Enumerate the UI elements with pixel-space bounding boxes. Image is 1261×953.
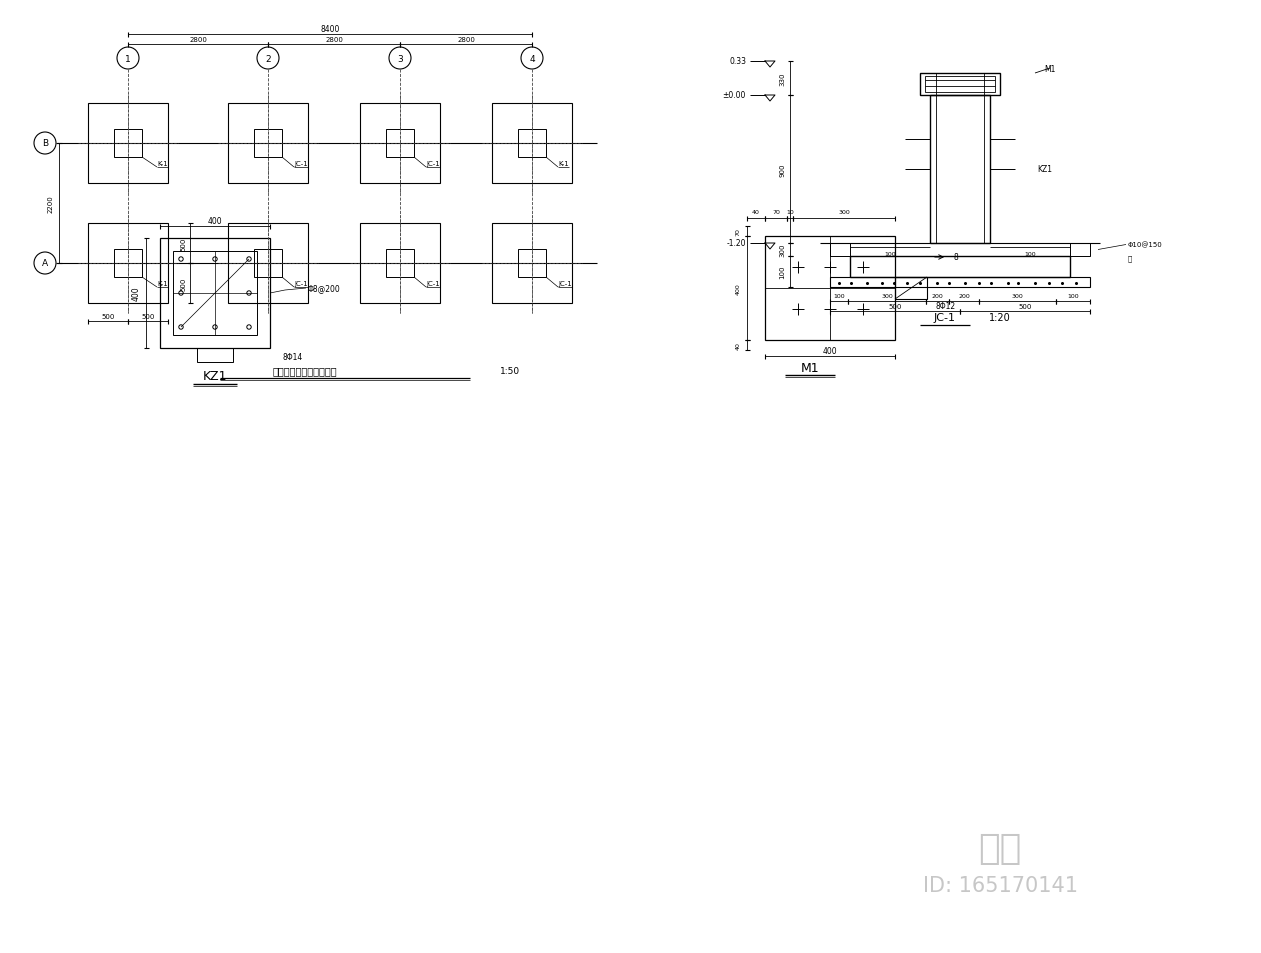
Text: K-1: K-1	[158, 281, 168, 287]
Bar	[921, 74, 1000, 96]
Bar	[359, 104, 440, 184]
Text: 40: 40	[752, 211, 760, 215]
Text: 330: 330	[779, 72, 786, 86]
Bar	[359, 224, 440, 304]
Bar	[228, 224, 308, 304]
Text: 400: 400	[735, 283, 740, 294]
Bar	[830, 277, 1090, 288]
Text: KZ1: KZ1	[1038, 165, 1053, 174]
Text: 300: 300	[1011, 294, 1024, 299]
Text: 500: 500	[1019, 304, 1031, 310]
Text: 0.33: 0.33	[729, 57, 747, 67]
Text: 70: 70	[772, 211, 781, 215]
Text: 500: 500	[141, 314, 155, 319]
Text: 40: 40	[735, 342, 740, 350]
Text: JC-1: JC-1	[934, 313, 956, 323]
Text: ±0.00: ±0.00	[723, 91, 747, 100]
Text: 2800: 2800	[456, 37, 475, 43]
Text: JC-1: JC-1	[426, 281, 440, 287]
Text: 400: 400	[822, 346, 837, 355]
Bar	[518, 250, 546, 277]
Bar	[926, 77, 995, 92]
Text: 500: 500	[180, 237, 187, 251]
Text: 10: 10	[786, 211, 794, 215]
Bar	[830, 244, 850, 256]
Bar	[113, 130, 142, 158]
Text: 1: 1	[125, 54, 131, 64]
Text: 400: 400	[131, 287, 140, 301]
Text: KZ1: KZ1	[203, 370, 227, 383]
Text: ID: 165170141: ID: 165170141	[923, 875, 1077, 895]
Text: 2800: 2800	[325, 37, 343, 43]
Text: 垫: 垫	[1129, 255, 1132, 261]
Text: 8: 8	[953, 253, 958, 262]
Text: 8Φ12: 8Φ12	[934, 301, 955, 311]
Text: 300: 300	[839, 211, 850, 215]
Bar	[895, 277, 927, 299]
Text: Φ8@200: Φ8@200	[308, 284, 340, 294]
Text: 1:50: 1:50	[499, 366, 520, 375]
Bar	[492, 224, 572, 304]
Text: 知束: 知束	[979, 831, 1021, 865]
Text: 8400: 8400	[320, 25, 339, 33]
Text: 500: 500	[888, 304, 902, 310]
Bar	[113, 250, 142, 277]
Bar	[173, 252, 257, 335]
Text: M1: M1	[801, 361, 820, 375]
Text: 500: 500	[180, 277, 187, 291]
Bar	[228, 104, 308, 184]
Text: 100: 100	[779, 266, 786, 279]
Text: 2: 2	[265, 54, 271, 64]
Bar	[492, 104, 572, 184]
Text: 8Φ14: 8Φ14	[282, 354, 303, 362]
Text: M1: M1	[1044, 65, 1055, 73]
Text: Φ10@150: Φ10@150	[1129, 242, 1163, 249]
Text: 1:20: 1:20	[989, 313, 1011, 323]
Bar	[253, 250, 282, 277]
Text: K-1: K-1	[158, 161, 168, 167]
Text: K-1: K-1	[559, 161, 569, 167]
Bar	[765, 236, 895, 340]
Bar	[197, 349, 233, 363]
Text: 3: 3	[397, 54, 402, 64]
Text: B: B	[42, 139, 48, 149]
Text: 300: 300	[779, 244, 786, 257]
Bar	[1071, 244, 1090, 256]
Text: 200: 200	[958, 294, 970, 299]
Bar	[386, 250, 414, 277]
Text: 2200: 2200	[48, 195, 54, 213]
Text: JC-1: JC-1	[559, 281, 572, 287]
Text: 400: 400	[208, 216, 222, 225]
Text: 100: 100	[1024, 252, 1035, 256]
Text: 特色廊架基础平面布置图: 特色廊架基础平面布置图	[272, 366, 337, 375]
Text: JC-1: JC-1	[426, 161, 440, 167]
Text: 100: 100	[884, 252, 895, 256]
Text: 70: 70	[735, 228, 740, 235]
Text: JC-1: JC-1	[294, 161, 308, 167]
Bar	[518, 130, 546, 158]
Text: 500: 500	[101, 314, 115, 319]
Text: 4: 4	[530, 54, 535, 64]
Bar	[88, 224, 168, 304]
Text: 2800: 2800	[189, 37, 207, 43]
Bar	[850, 256, 1071, 277]
Text: JC-1: JC-1	[294, 281, 308, 287]
Bar	[253, 130, 282, 158]
Text: 200: 200	[932, 294, 943, 299]
Bar	[160, 239, 270, 349]
Text: A: A	[42, 259, 48, 268]
Text: 900: 900	[779, 163, 786, 176]
Bar	[88, 104, 168, 184]
Text: 300: 300	[881, 294, 893, 299]
Text: -1.20: -1.20	[726, 239, 747, 248]
Bar	[386, 130, 414, 158]
Text: 100: 100	[1067, 294, 1079, 299]
Text: 100: 100	[834, 294, 845, 299]
